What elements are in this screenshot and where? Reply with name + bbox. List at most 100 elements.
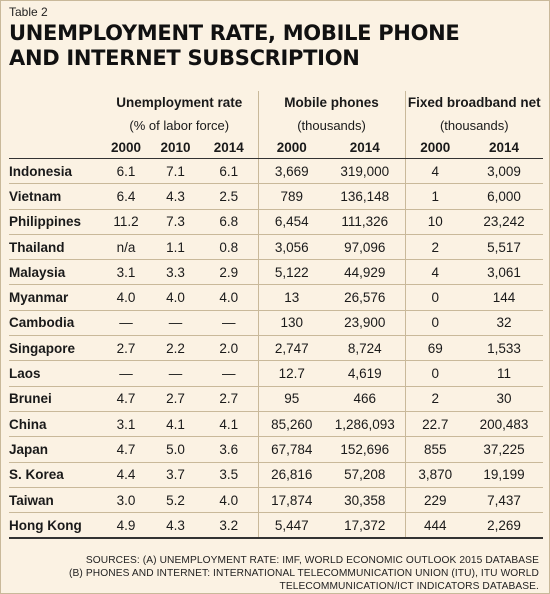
unemployment-2014-cell: 6.8 (200, 209, 259, 235)
unemployment-2014-cell: 6.1 (200, 158, 259, 185)
year-header: 2010 (151, 136, 200, 159)
broadband-2014-cell: 144 (465, 284, 544, 311)
unemployment-2000-cell: — (101, 360, 151, 387)
mobile-2000-cell: 26,816 (257, 462, 326, 488)
country-cell: Myanmar (9, 284, 101, 311)
mobile-2000-cell: 2,747 (257, 335, 326, 362)
unemployment-2010-cell: 5.2 (151, 487, 200, 514)
mobile-2000-cell: 67,784 (257, 436, 326, 463)
year-header: 2000 (257, 136, 326, 159)
broadband-2000-cell: 855 (404, 436, 466, 463)
unemployment-2000-cell: 4.7 (101, 436, 151, 463)
broadband-2000-cell: 2 (404, 234, 466, 261)
unemployment-2014-cell: 4.1 (200, 411, 259, 438)
broadband-2014-cell: 3,061 (465, 259, 544, 286)
unemployment-2000-cell: 2.7 (101, 335, 151, 362)
unemployment-2014-cell: 2.7 (200, 386, 259, 412)
broadband-2000-cell: 0 (404, 284, 466, 311)
mobile-2014-cell: 57,208 (325, 462, 406, 488)
mobile-2014-cell: 8,724 (325, 335, 406, 362)
mobile-2014-cell: 30,358 (325, 487, 406, 514)
unemployment-2010-cell: 4.3 (151, 183, 200, 210)
table-row: Myanmar 4.0 4.0 4.0 13 26,576 0 144 (9, 284, 544, 311)
unemployment-2000-cell: 4.0 (101, 284, 151, 311)
broadband-2000-cell: 0 (404, 310, 466, 337)
country-cell: China (9, 411, 101, 438)
unemployment-2000-cell: 3.1 (101, 259, 151, 286)
table-row: Thailand n/a 1.1 0.8 3,056 97,096 2 5,517 (9, 234, 544, 261)
unemployment-2014-cell: 3.6 (200, 436, 259, 463)
mobile-2014-cell: 4,619 (325, 360, 406, 387)
mobile-2000-cell: 130 (257, 310, 326, 337)
mobile-2014-cell: 466 (325, 386, 406, 412)
mobile-2014-cell: 111,326 (325, 209, 406, 235)
unemployment-2014-cell: 2.9 (200, 259, 259, 286)
unemployment-2014-cell: 0.8 (200, 234, 259, 261)
unemployment-2010-cell: 7.3 (151, 209, 200, 235)
group-header-broadband: Fixed broadband net (404, 91, 544, 114)
table-row: Indonesia 6.1 7.1 6.1 3,669 319,000 4 3,009 (9, 158, 544, 185)
broadband-2014-cell: 32 (465, 310, 544, 337)
mobile-2014-cell: 136,148 (325, 183, 406, 210)
table-row: Philippines 11.2 7.3 6.8 6,454 111,326 10 23,24… (9, 209, 544, 235)
table-body: Indonesia 6.1 7.1 6.1 3,669 319,000 4 3,009 Viet… (9, 158, 544, 540)
mobile-2000-cell: 6,454 (257, 209, 326, 235)
country-cell: Cambodia (9, 310, 101, 337)
unemployment-2000-cell: 4.4 (101, 462, 151, 488)
table-row: S. Korea 4.4 3.7 3.5 26,816 57,208 3,870 19,199 (9, 462, 544, 488)
unemployment-2000-cell: 6.1 (101, 158, 151, 185)
broadband-2000-cell: 0 (404, 360, 466, 387)
broadband-2014-cell: 200,483 (465, 411, 544, 438)
broadband-2000-cell: 229 (404, 487, 466, 514)
table-row: Cambodia — — —130 23,900 0 32 (9, 310, 544, 337)
table-number-label: Table 2 (9, 5, 48, 19)
mobile-2000-cell: 3,056 (257, 234, 326, 261)
unemployment-2000-cell: 4.7 (101, 386, 151, 412)
mobile-2000-cell: 95 (257, 386, 326, 412)
year-header: 2014 (200, 136, 259, 159)
table-row: Laos — — —12.7 4,619 0 11 (9, 360, 544, 387)
mobile-2000-cell: 5,122 (257, 259, 326, 286)
country-cell: Philippines (9, 209, 101, 235)
table-row: Taiwan 3.0 5.2 4.0 17,874 30,358 229 7,437 (9, 487, 544, 514)
unemployment-2014-cell: 3.2 (200, 512, 259, 540)
unemployment-2010-cell: 4.0 (151, 284, 200, 311)
broadband-2014-cell: 7,437 (465, 487, 544, 514)
unemployment-2010-cell: 3.7 (151, 462, 200, 488)
year-header: 2014 (325, 136, 406, 159)
broadband-2000-cell: 69 (404, 335, 466, 362)
broadband-2014-cell: 30 (465, 386, 544, 412)
unemployment-2010-cell: — (151, 310, 200, 337)
unemployment-2000-cell: 11.2 (101, 209, 151, 235)
mobile-2000-cell: 17,874 (257, 487, 326, 514)
mobile-2000-cell: 789 (257, 183, 326, 210)
table-row: Japan 4.7 5.0 3.6 67,784 152,696 855 37,225 (9, 436, 544, 463)
unit-header-mobile: (thousands) (257, 114, 406, 136)
broadband-2000-cell: 3,870 (404, 462, 466, 488)
year-header: 2000 (404, 136, 466, 159)
broadband-2014-cell: 11 (465, 360, 544, 387)
unemployment-2000-cell: n/a (101, 234, 151, 261)
table-row: Vietnam 6.4 4.3 2.5 789 136,148 1 6,000 (9, 183, 544, 210)
unemployment-2010-cell: 2.7 (151, 386, 200, 412)
unemployment-2014-cell: — (200, 310, 259, 337)
country-cell: Indonesia (9, 158, 101, 185)
sources-line: SOURCES: (A) UNEMPLOYMENT RATE: IMF, WOR… (85, 555, 539, 566)
broadband-2000-cell: 2 (404, 386, 466, 412)
country-cell: Laos (9, 360, 101, 387)
broadband-2000-cell: 4 (404, 158, 466, 185)
mobile-2014-cell: 97,096 (325, 234, 406, 261)
unemployment-2014-cell: 2.0 (200, 335, 259, 362)
mobile-2014-cell: 152,696 (325, 436, 406, 463)
unemployment-2014-cell: 2.5 (200, 183, 259, 210)
broadband-2000-cell: 10 (404, 209, 466, 235)
unemployment-2000-cell: — (101, 310, 151, 337)
mobile-2000-cell: 13 (257, 284, 326, 311)
mobile-2014-cell: 44,929 (325, 259, 406, 286)
country-cell: S. Korea (9, 462, 101, 488)
year-header: 2000 (101, 136, 151, 159)
data-table: Unemployment rate Mobile phones Fixed br… (9, 91, 544, 540)
broadband-2000-cell: 22.7 (404, 411, 466, 438)
table-row: Hong Kong 4.9 4.3 3.2 5,447 17,372 444 2,269 (9, 512, 544, 540)
